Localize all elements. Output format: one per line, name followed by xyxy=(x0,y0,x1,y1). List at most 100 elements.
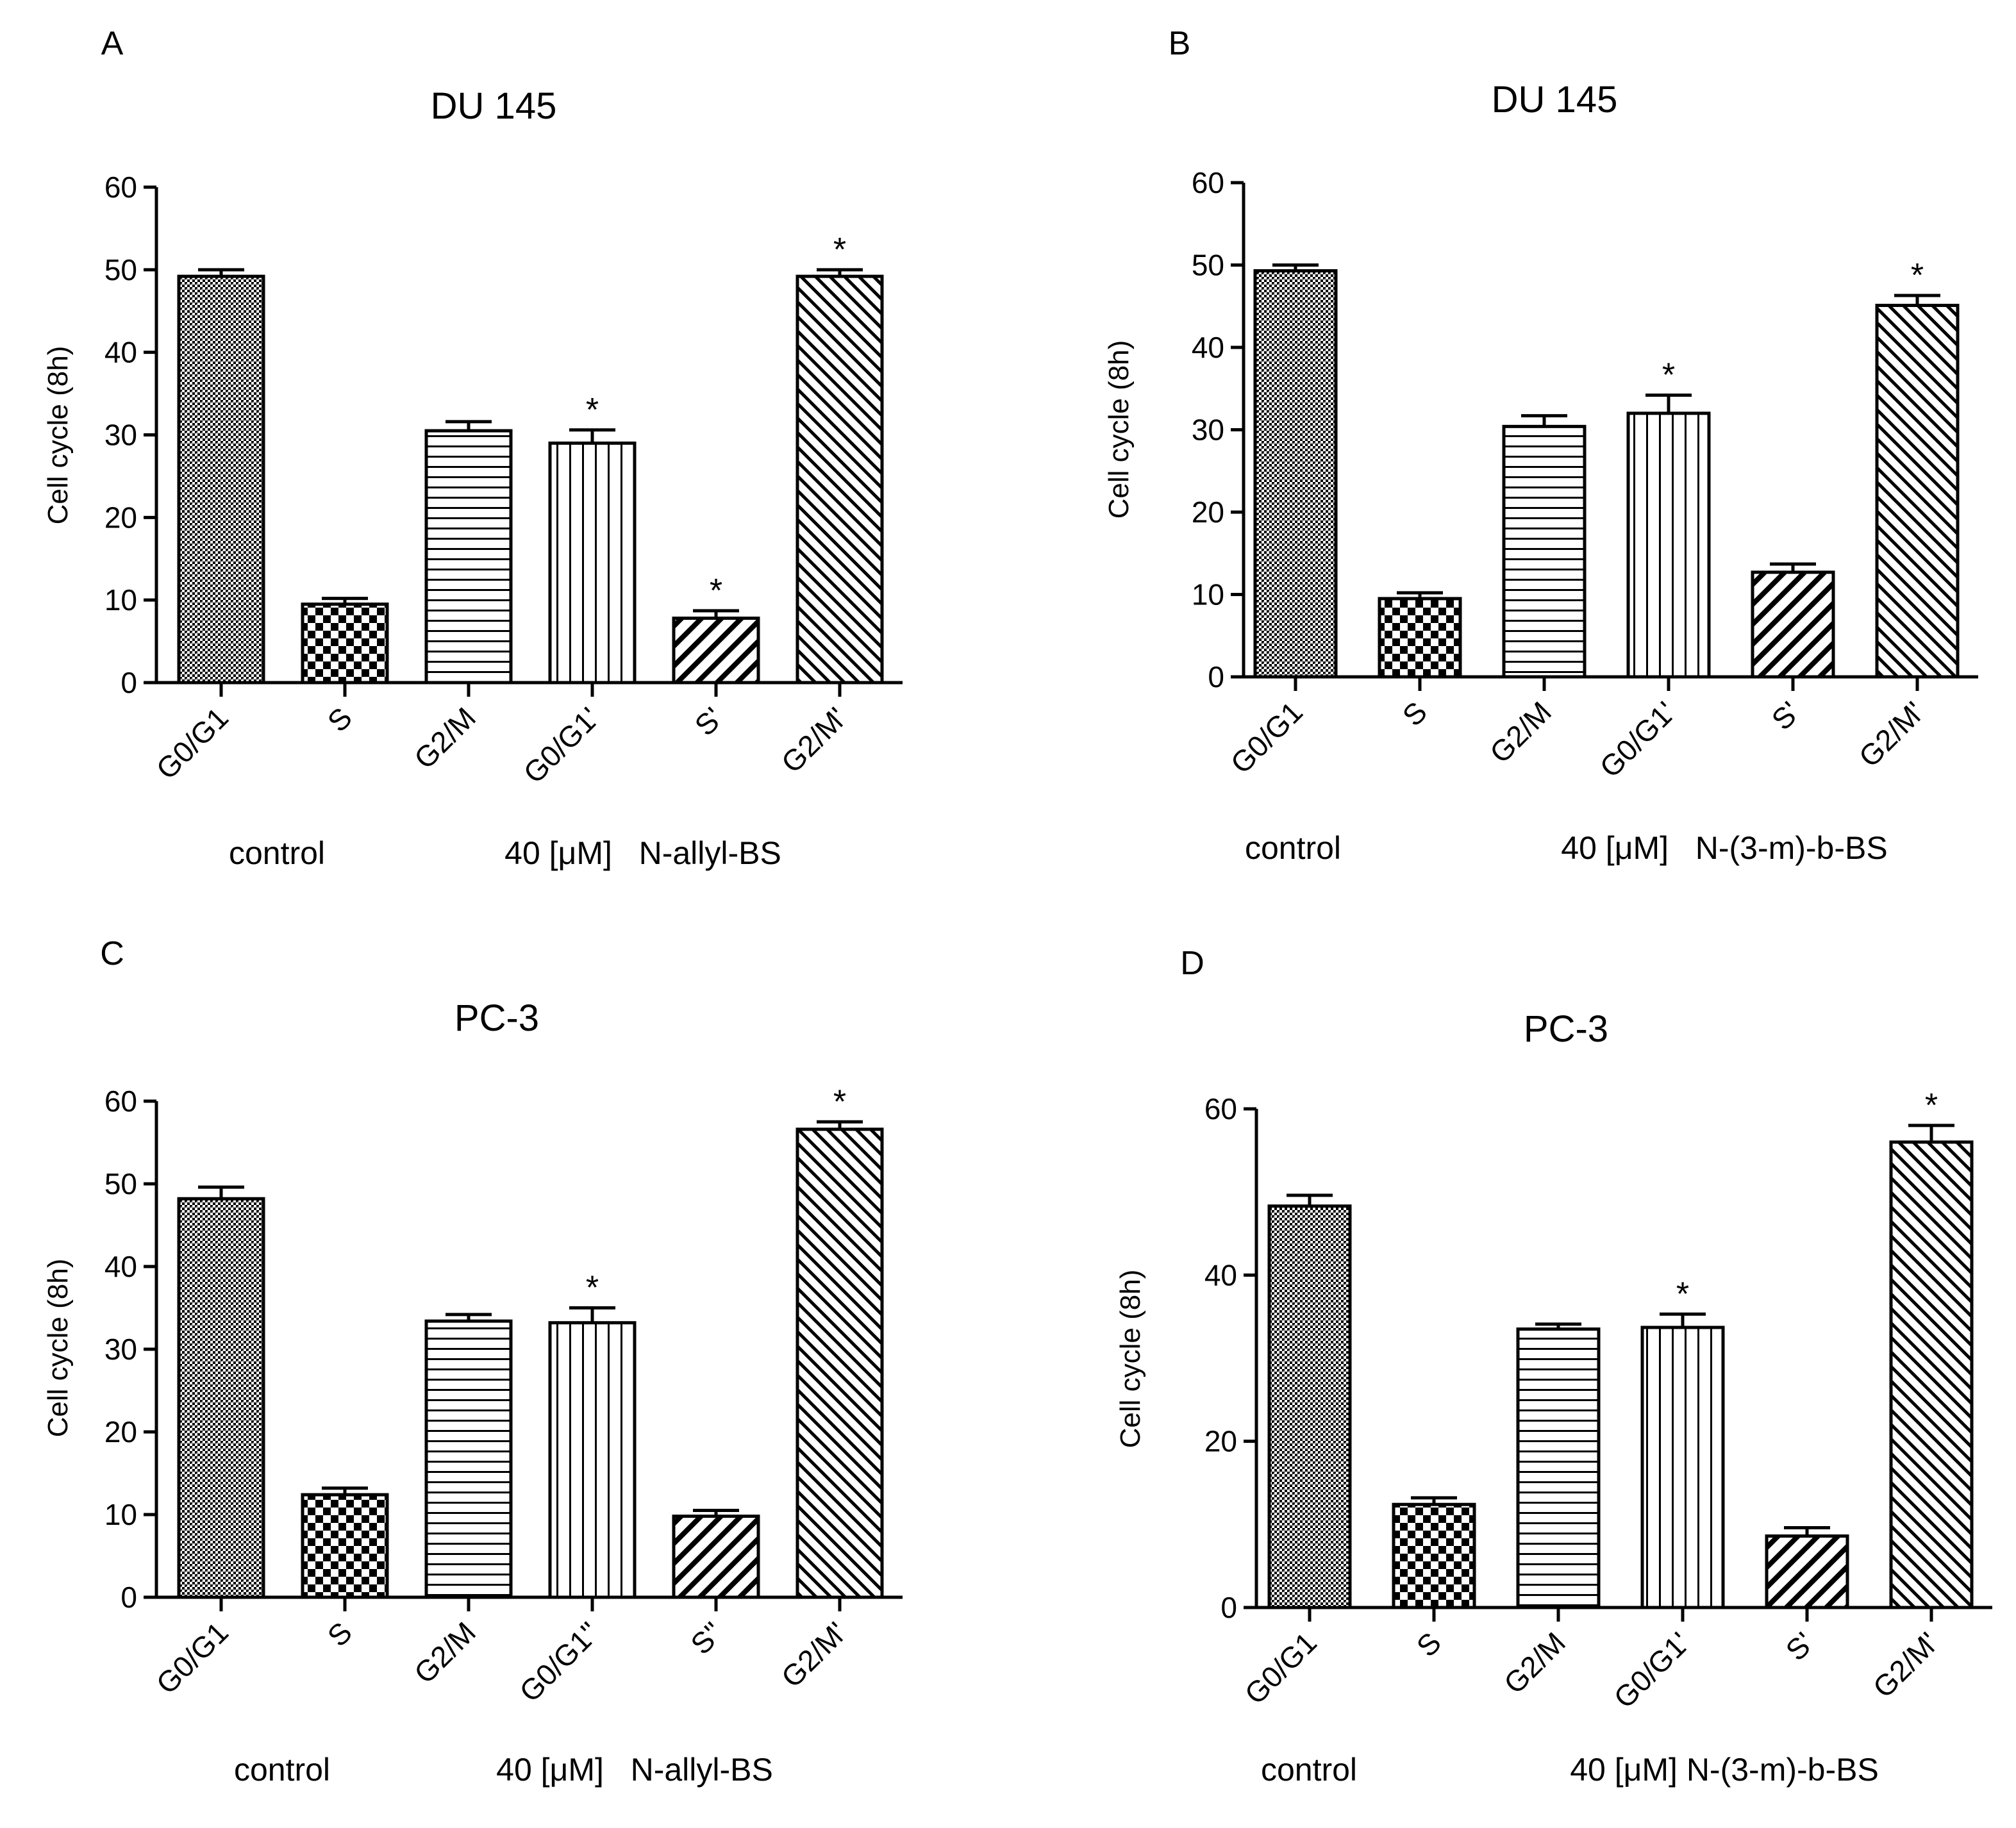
significance-star: * xyxy=(586,392,599,429)
panels: A DU 145 Cell cycle (8h) 0 10 20 30 40 50 60 G0/G1… xyxy=(42,25,1992,1788)
significance-star: * xyxy=(833,231,846,269)
x-tick-label: S xyxy=(321,1615,358,1652)
x-tick-label: G0/G1 xyxy=(149,1615,235,1700)
chart-title: DU 145 xyxy=(431,85,557,127)
y-tick-label: 60 xyxy=(104,1084,137,1118)
panel-letter: C xyxy=(100,935,124,972)
bar-g2-m xyxy=(1516,1327,1601,1609)
x-tick-label: G2/M xyxy=(408,1615,482,1690)
x-tick-label: G0/G1' xyxy=(517,701,606,790)
y-tick-label: 40 xyxy=(104,1250,137,1283)
y-tick-label: 60 xyxy=(104,170,137,204)
y-tick-label: 0 xyxy=(1208,660,1224,694)
bar-s xyxy=(1392,1502,1476,1609)
x-tick-label: S' xyxy=(1765,695,1806,736)
y-axis-label: Cell cycle (8h) xyxy=(1115,1270,1146,1449)
y-axis-label: Cell cycle (8h) xyxy=(1103,340,1135,519)
bar-g2-m xyxy=(1889,1140,1974,1609)
x-tick-label: S xyxy=(321,701,358,738)
y-axis-label: Cell cycle (8h) xyxy=(42,1259,74,1438)
group-label-treatment: 40 [μM] N-(3-m)-b-BS xyxy=(1561,830,1887,866)
bar-s xyxy=(301,1493,389,1599)
bar-g0-g1 xyxy=(1640,1325,1725,1609)
y-tick-label: 60 xyxy=(1204,1092,1237,1126)
bar-g0-g1 xyxy=(548,441,637,685)
y-tick-label: 20 xyxy=(1204,1425,1237,1458)
y-tick-label: 40 xyxy=(1192,331,1224,364)
bar-s xyxy=(672,617,760,685)
x-tick-label: G2/M' xyxy=(1867,1625,1945,1704)
bar-g2-m xyxy=(1875,303,1960,679)
group-label-control: control xyxy=(229,835,325,871)
group-label-treatment: 40 [μM] N-(3-m)-b-BS xyxy=(1570,1752,1879,1788)
bar-g0-g1 xyxy=(177,1197,265,1599)
x-tick-label: G2/M' xyxy=(775,701,854,779)
y-tick-label: 10 xyxy=(104,1498,137,1531)
significance-star: * xyxy=(710,572,722,610)
chart-panel-c: C PC-3 Cell cycle (8h) 0 10 20 30 40 50 60 G0/G1 S G… xyxy=(42,935,903,1788)
y-tick-label: 30 xyxy=(104,419,137,452)
x-tick-label: G0/G1' xyxy=(1607,1625,1696,1715)
significance-star: * xyxy=(1925,1087,1938,1124)
y-tick-label: 40 xyxy=(104,336,137,369)
group-label-control: control xyxy=(1245,830,1341,866)
y-tick-label: 40 xyxy=(1204,1258,1237,1292)
y-tick-label: 20 xyxy=(104,1415,137,1449)
significance-star: * xyxy=(1676,1275,1689,1313)
chart-panel-d: D PC-3 Cell cycle (8h) 0 20 40 60 G0/G1 S G2/M * G0… xyxy=(1115,945,1992,1788)
y-tick-label: 50 xyxy=(104,253,137,287)
group-label-control: control xyxy=(1261,1752,1357,1788)
bar-g0-g1 xyxy=(177,274,265,685)
significance-star: * xyxy=(1662,357,1675,394)
y-tick-label: 30 xyxy=(104,1333,137,1366)
bar-g2-m xyxy=(796,1127,884,1599)
y-tick-label: 20 xyxy=(104,501,137,534)
y-tick-label: 20 xyxy=(1192,495,1224,529)
x-tick-label: G2/M' xyxy=(775,1615,854,1694)
x-tick-label: G2/M' xyxy=(1853,695,1931,774)
bar-g2-m xyxy=(424,429,513,685)
x-tick-label: G0/G1 xyxy=(1224,695,1309,780)
y-tick-label: 0 xyxy=(121,1581,137,1614)
group-label-control: control xyxy=(234,1752,330,1788)
bar-s xyxy=(301,602,389,685)
x-tick-label: G0/G1 xyxy=(149,701,235,786)
x-tick-label: G0/G1'' xyxy=(513,1615,606,1708)
y-tick-label: 50 xyxy=(104,1167,137,1201)
bar-g0-g1 xyxy=(548,1321,637,1599)
x-tick-label: S xyxy=(1396,695,1433,732)
bar-g0-g1 xyxy=(1267,1204,1352,1609)
significance-star: * xyxy=(586,1270,599,1307)
bar-g0-g1 xyxy=(1626,411,1711,679)
bar-s xyxy=(1751,570,1835,679)
bar-s xyxy=(672,1515,760,1599)
x-tick-label: G0/G1' xyxy=(1593,695,1682,784)
significance-star: * xyxy=(1911,257,1924,294)
significance-star: * xyxy=(833,1083,846,1120)
group-label-treatment: 40 [μM] N-allyl-BS xyxy=(504,835,781,871)
x-tick-label: G2/M xyxy=(408,701,482,775)
chart-title: DU 145 xyxy=(1492,79,1618,120)
y-tick-label: 0 xyxy=(121,666,137,699)
x-tick-label: S'' xyxy=(684,1615,729,1661)
bar-s xyxy=(1378,597,1462,679)
y-tick-label: 60 xyxy=(1192,166,1224,199)
bar-g2-m xyxy=(424,1319,513,1599)
group-label-treatment: 40 [μM] N-allyl-BS xyxy=(496,1752,773,1788)
chart-panel-b: B DU 145 Cell cycle (8h) 0 10 20 30 40 50 60 G0/G1… xyxy=(1103,25,1978,866)
x-tick-label: S' xyxy=(688,701,729,742)
panel-letter: D xyxy=(1180,945,1204,982)
y-tick-label: 10 xyxy=(1192,578,1224,611)
bar-s xyxy=(1765,1534,1849,1609)
x-tick-label: G2/M xyxy=(1497,1625,1572,1700)
panel-letter: B xyxy=(1169,25,1191,62)
y-tick-label: 0 xyxy=(1220,1591,1237,1624)
y-tick-label: 10 xyxy=(104,583,137,617)
bar-g0-g1 xyxy=(1253,269,1338,679)
y-tick-label: 30 xyxy=(1192,413,1224,447)
panel-letter: A xyxy=(101,25,124,62)
bar-g2-m xyxy=(1502,424,1587,679)
y-axis-label: Cell cycle (8h) xyxy=(42,346,74,525)
x-tick-label: S xyxy=(1410,1625,1447,1663)
